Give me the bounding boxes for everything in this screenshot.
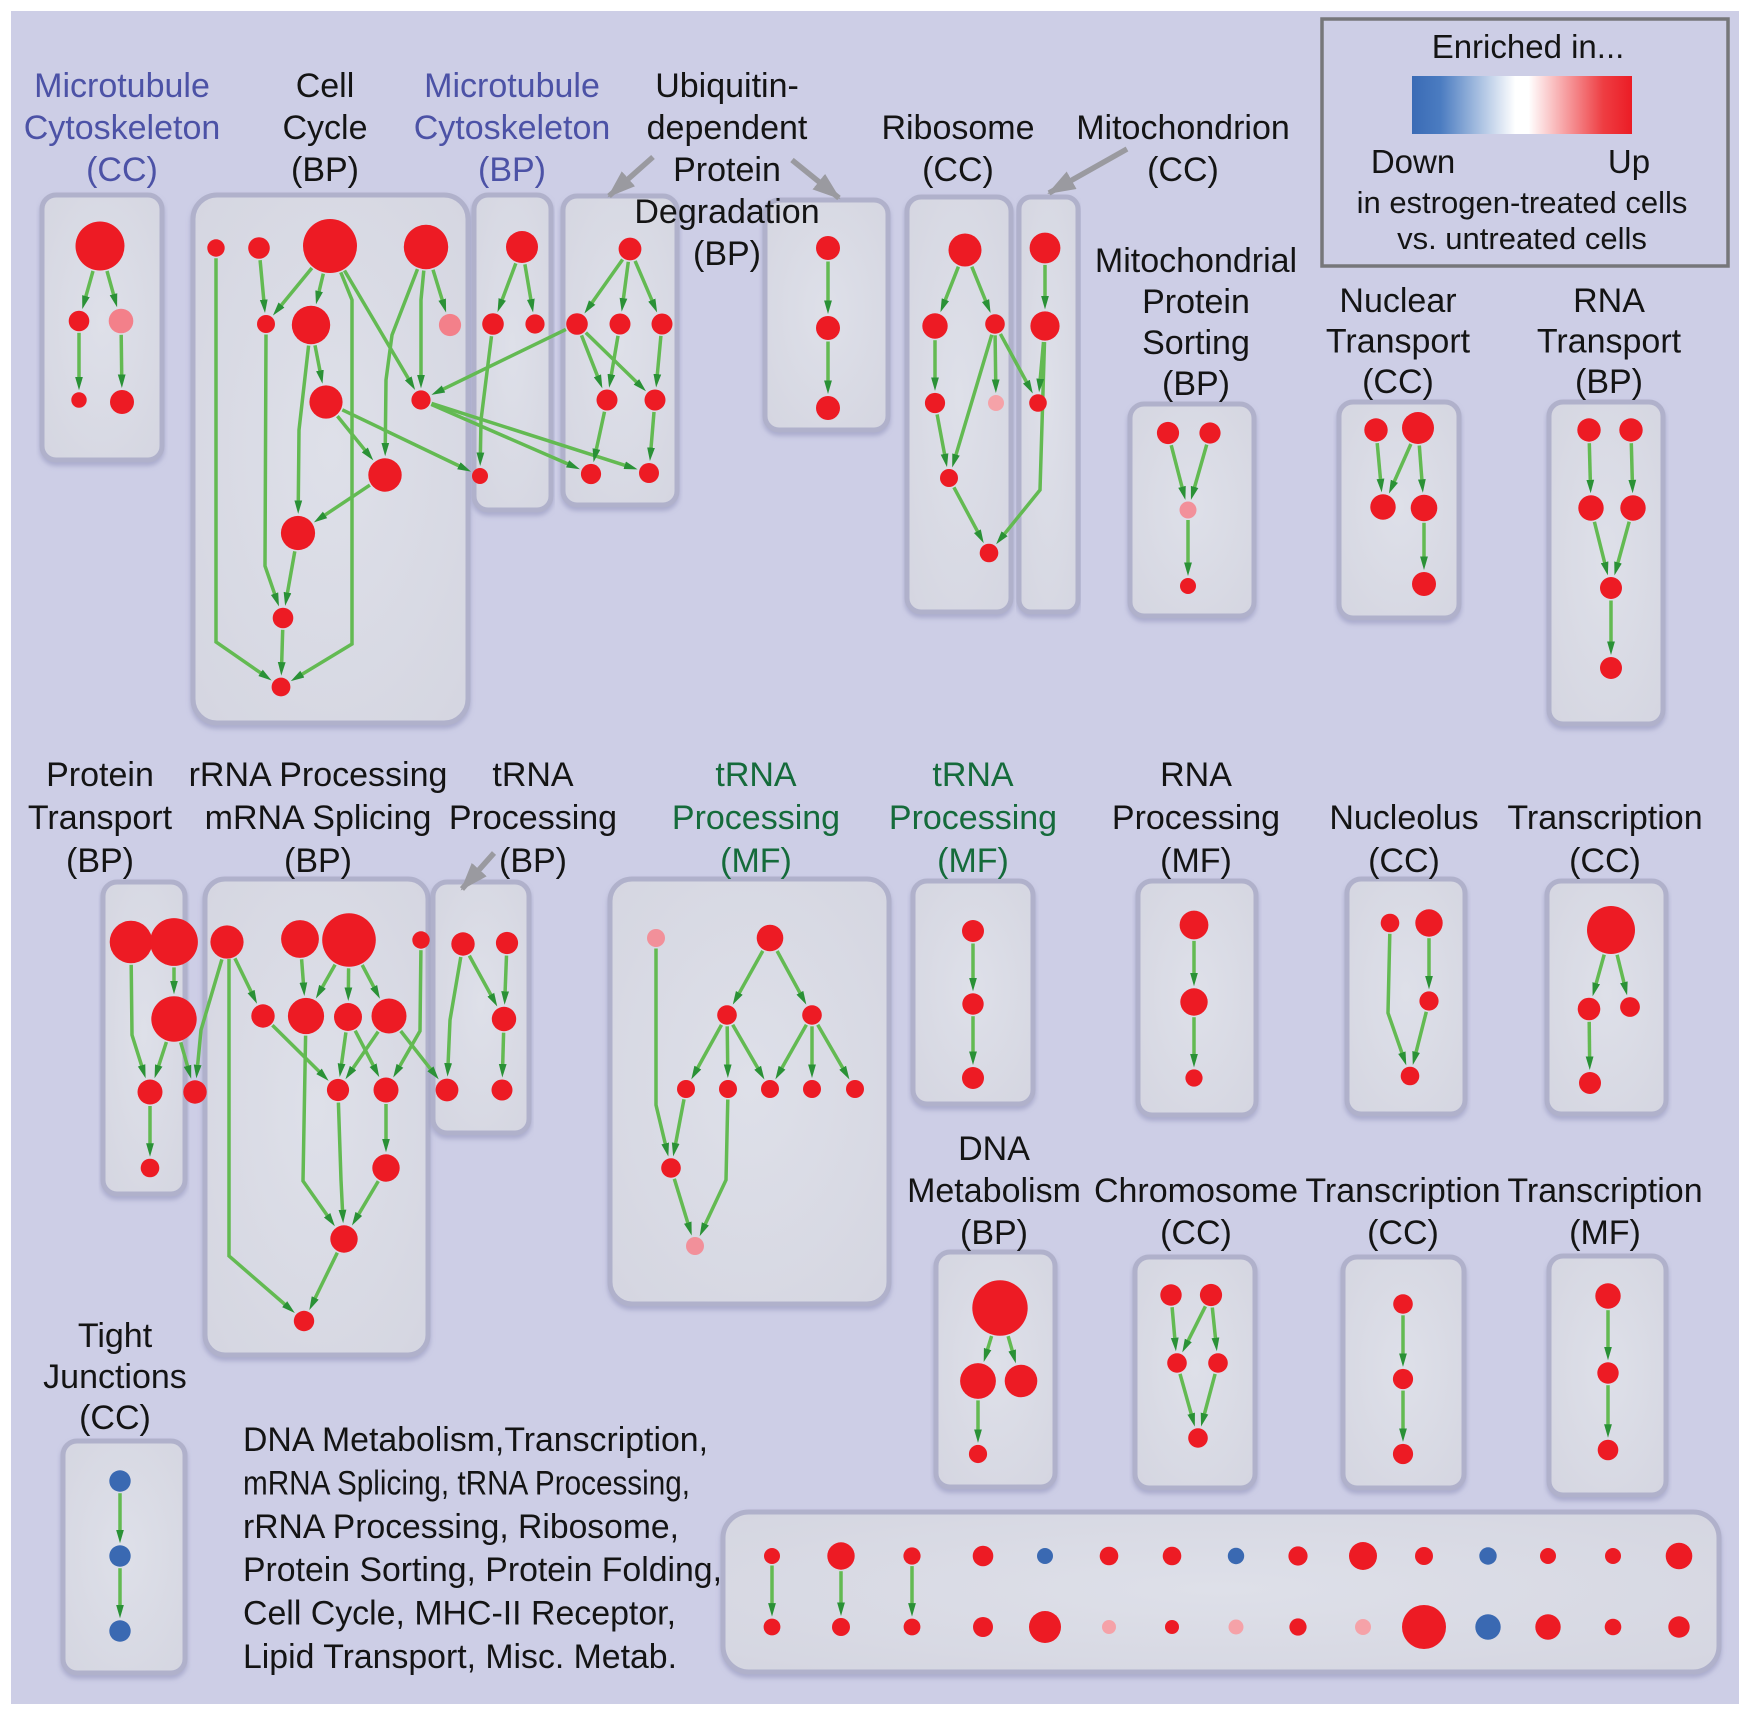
svg-text:Transcription: Transcription [1305,1172,1500,1210]
svg-text:Protein: Protein [1142,283,1250,321]
svg-text:(CC): (CC) [79,1399,151,1437]
svg-text:rRNA Processing: rRNA Processing [189,756,448,794]
svg-text:Transport: Transport [1537,323,1682,361]
svg-text:Cycle: Cycle [282,109,367,147]
svg-text:RNA: RNA [1573,282,1645,320]
svg-text:rRNA Processing, Ribosome,: rRNA Processing, Ribosome, [243,1508,679,1546]
svg-text:Cytoskeleton: Cytoskeleton [24,109,221,147]
svg-text:Processing: Processing [1112,799,1280,837]
svg-text:(CC): (CC) [922,151,994,189]
svg-text:Microtubule: Microtubule [34,67,210,105]
svg-text:Lipid Transport, Misc. Metab.: Lipid Transport, Misc. Metab. [243,1638,677,1676]
svg-text:DNA: DNA [958,1130,1030,1168]
svg-text:tRNA: tRNA [492,756,574,794]
svg-text:(BP): (BP) [499,842,567,880]
svg-text:Protein Sorting, Protein Foldi: Protein Sorting, Protein Folding, [243,1551,722,1589]
svg-text:(CC): (CC) [1368,842,1440,880]
svg-text:Nucleolus: Nucleolus [1329,799,1478,837]
svg-text:(MF): (MF) [1569,1214,1641,1252]
svg-text:Protein: Protein [673,151,781,189]
svg-text:(CC): (CC) [1569,842,1641,880]
svg-text:Up: Up [1608,143,1650,180]
svg-text:(BP): (BP) [284,842,352,880]
svg-text:Nuclear: Nuclear [1339,282,1456,320]
svg-text:Ubiquitin-: Ubiquitin- [655,67,799,105]
svg-text:Degradation: Degradation [634,193,819,231]
svg-text:(BP): (BP) [478,151,546,189]
svg-text:Processing: Processing [889,799,1057,837]
svg-text:tRNA: tRNA [715,756,797,794]
svg-text:(CC): (CC) [1362,363,1434,401]
svg-text:Cytoskeleton: Cytoskeleton [414,109,611,147]
svg-text:(MF): (MF) [1160,842,1232,880]
svg-text:tRNA: tRNA [932,756,1014,794]
svg-text:(CC): (CC) [86,151,158,189]
svg-text:Cell: Cell [296,67,355,105]
svg-text:(BP): (BP) [693,235,761,273]
svg-text:(BP): (BP) [66,842,134,880]
svg-text:Down: Down [1371,143,1455,180]
svg-text:Mitochondrion: Mitochondrion [1076,109,1290,147]
svg-text:Chromosome: Chromosome [1094,1172,1298,1210]
svg-text:Protein: Protein [46,756,154,794]
svg-text:Transport: Transport [28,799,173,837]
svg-text:in estrogen-treated cells: in estrogen-treated cells [1357,185,1688,220]
svg-text:(BP): (BP) [960,1214,1028,1252]
svg-text:Cell Cycle, MHC-II Receptor,: Cell Cycle, MHC-II Receptor, [243,1595,676,1633]
svg-text:(MF): (MF) [937,842,1009,880]
svg-text:Junctions: Junctions [43,1358,187,1396]
svg-text:Transcription: Transcription [1507,799,1702,837]
svg-text:(BP): (BP) [1162,365,1230,403]
svg-text:mRNA Splicing, tRNA Processing: mRNA Splicing, tRNA Processing, [243,1464,690,1502]
svg-text:Ribosome: Ribosome [881,109,1034,147]
svg-text:(BP): (BP) [1575,363,1643,401]
svg-text:Mitochondrial: Mitochondrial [1095,242,1297,280]
svg-text:Enriched in...: Enriched in... [1432,28,1625,65]
svg-text:Metabolism: Metabolism [907,1172,1081,1210]
svg-text:Microtubule: Microtubule [424,67,600,105]
svg-text:Transport: Transport [1326,323,1471,361]
svg-text:(BP): (BP) [291,151,359,189]
svg-text:dependent: dependent [647,109,808,147]
svg-text:Processing: Processing [449,799,617,837]
svg-text:Sorting: Sorting [1142,324,1250,362]
svg-text:Tight: Tight [78,1317,153,1355]
svg-text:mRNA Splicing: mRNA Splicing [205,799,432,837]
svg-text:DNA Metabolism,Transcription,: DNA Metabolism,Transcription, [243,1421,708,1459]
svg-text:RNA: RNA [1160,756,1232,794]
svg-text:(CC): (CC) [1160,1214,1232,1252]
svg-text:vs. untreated cells: vs. untreated cells [1397,221,1647,256]
svg-text:(MF): (MF) [720,842,792,880]
svg-text:(CC): (CC) [1367,1214,1439,1252]
svg-text:(CC): (CC) [1147,151,1219,189]
svg-text:Transcription: Transcription [1507,1172,1702,1210]
svg-text:Processing: Processing [672,799,840,837]
